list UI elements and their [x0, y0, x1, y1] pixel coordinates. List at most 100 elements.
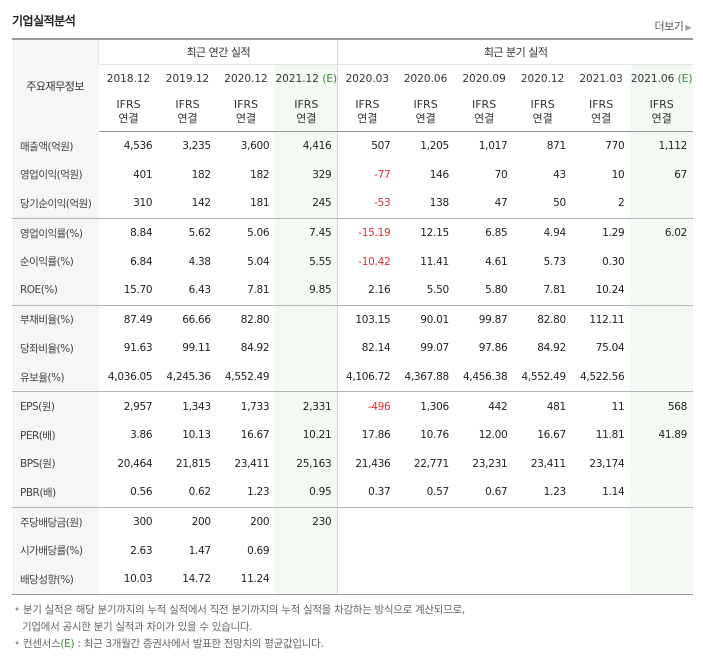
basis-label: 연결 [235, 112, 257, 125]
table-cell: 4,245.36 [158, 362, 217, 393]
table-cell: 4,536 [123, 140, 153, 153]
table-cell: 1.23 [216, 478, 276, 508]
table-cell: 10.24 [571, 275, 631, 306]
table-cell: 16.67 [537, 429, 566, 442]
table-cell: 329 [275, 160, 338, 190]
row-label: 영업이익(억원) [12, 160, 99, 190]
table-cell: 7.81 [513, 275, 572, 306]
section-title: 기업실적분석 [12, 14, 76, 28]
table-cell: 6.43 [158, 275, 217, 306]
table-cell [571, 564, 631, 595]
ifrs-label: IFRS [116, 98, 141, 111]
accounting-basis: IFRS 연결 [396, 93, 455, 132]
more-link[interactable]: 더보기 ▶ [654, 18, 691, 34]
table-cell: 0.62 [158, 478, 217, 508]
table-row: 영업이익(억원) 401 182 182 329 -77 146 70 43 10 67 [12, 160, 693, 190]
table-cell [572, 536, 631, 565]
period-header: 2018.12 [98, 64, 159, 93]
table-cell: 87.49 [123, 313, 153, 326]
period-header: 2021.06 (E) [630, 64, 693, 93]
table-cell [630, 449, 693, 479]
table-cell: -496 [337, 391, 397, 421]
table-cell: 4,367.88 [396, 362, 455, 393]
period-header: 2020.06 [396, 64, 455, 93]
table-cell: 22,771 [413, 457, 449, 470]
ifrs-label: IFRS [413, 98, 438, 111]
table-cell: 0.37 [337, 478, 397, 508]
table-cell: 66.66 [182, 313, 211, 326]
table-cell: 8.84 [130, 227, 153, 240]
table-cell: 82.80 [240, 313, 270, 326]
table-cell: 230 [275, 507, 338, 537]
period-label: 2019.12 [165, 73, 210, 85]
table-row: ROE(%) 15.70 6.43 7.81 9.85 2.16 5.50 5.80 7.81 1… [12, 275, 693, 306]
table-cell [275, 305, 338, 335]
row-label: 당좌비율(%) [12, 334, 99, 363]
table-cell: 1,343 [182, 400, 211, 413]
table-cell: 442 [488, 400, 508, 413]
table-cell: 4,552.49 [216, 362, 276, 393]
table-cell: 1.47 [188, 544, 211, 557]
table-cell [630, 564, 693, 595]
table-cell: 21,436 [337, 449, 397, 479]
annual-header: 최근 연간 실적 [98, 38, 338, 65]
table-cell [630, 247, 693, 276]
table-cell [396, 507, 455, 536]
accounting-basis: IFRS 연결 [513, 93, 572, 132]
table-cell: 17.86 [337, 420, 397, 450]
table-cell: 2,331 [275, 391, 338, 421]
table-cell: 401 [133, 168, 153, 181]
accounting-basis: IFRS 연결 [571, 93, 631, 132]
basis-label: 연결 [473, 112, 495, 125]
row-label: BPS(원) [12, 449, 99, 479]
table-cell: 0.69 [247, 544, 270, 557]
table-cell [455, 507, 514, 536]
row-label: 순이익률(%) [12, 247, 99, 276]
table-cell [513, 536, 572, 565]
period-header: 2020.12 [513, 64, 572, 93]
table-cell: 182 [191, 168, 211, 181]
table-cell: 90.01 [420, 313, 449, 326]
period-label: 2020.09 [462, 73, 506, 85]
table-cell: 4.61 [485, 255, 508, 268]
table-cell: 138 [396, 189, 455, 219]
basis-label: 연결 [651, 112, 672, 125]
table-cell: 21,815 [175, 457, 211, 470]
more-label: 더보기 [654, 20, 684, 33]
table-cell: 10.03 [98, 564, 159, 595]
table-cell: 84.92 [240, 342, 270, 355]
table-cell: 103.15 [337, 305, 397, 335]
table-cell [275, 334, 338, 363]
table-cell: 1,306 [420, 400, 449, 413]
table-cell [275, 536, 338, 565]
table-cell: 507 [337, 131, 397, 161]
table-cell: 23,411 [530, 457, 566, 470]
table-cell: 99.87 [478, 313, 508, 326]
table-cell [630, 305, 693, 335]
table-cell [630, 275, 693, 306]
period-header: 2020.03 [337, 64, 397, 93]
estimate-mark: (E) [674, 73, 693, 85]
period-label: 2021.12 [275, 73, 319, 85]
period-header: 2020.12 [216, 64, 276, 93]
table-cell: 5.73 [543, 255, 566, 268]
table-cell [275, 362, 338, 393]
table-cell: 3,235 [182, 140, 211, 153]
table-cell: 50 [513, 189, 572, 219]
table-cell: 142 [158, 189, 217, 219]
table-cell: 7.45 [275, 218, 338, 248]
table-cell: 11.81 [595, 429, 625, 442]
table-cell: 47 [454, 189, 514, 219]
ifrs-label: IFRS [471, 98, 497, 111]
row-label: ROE(%) [12, 275, 99, 306]
table-cell: 9.85 [275, 275, 338, 306]
table-cell: 112.11 [589, 313, 625, 326]
row-label: 배당성향(%) [12, 564, 99, 595]
table-cell [455, 536, 514, 565]
table-cell: 181 [216, 189, 276, 219]
table-cell: 41.89 [630, 420, 693, 450]
ifrs-label: IFRS [649, 98, 674, 111]
chevron-right-icon: ▶ [685, 23, 691, 32]
period-header: 2020.09 [454, 64, 514, 93]
ifrs-label: IFRS [294, 98, 319, 111]
